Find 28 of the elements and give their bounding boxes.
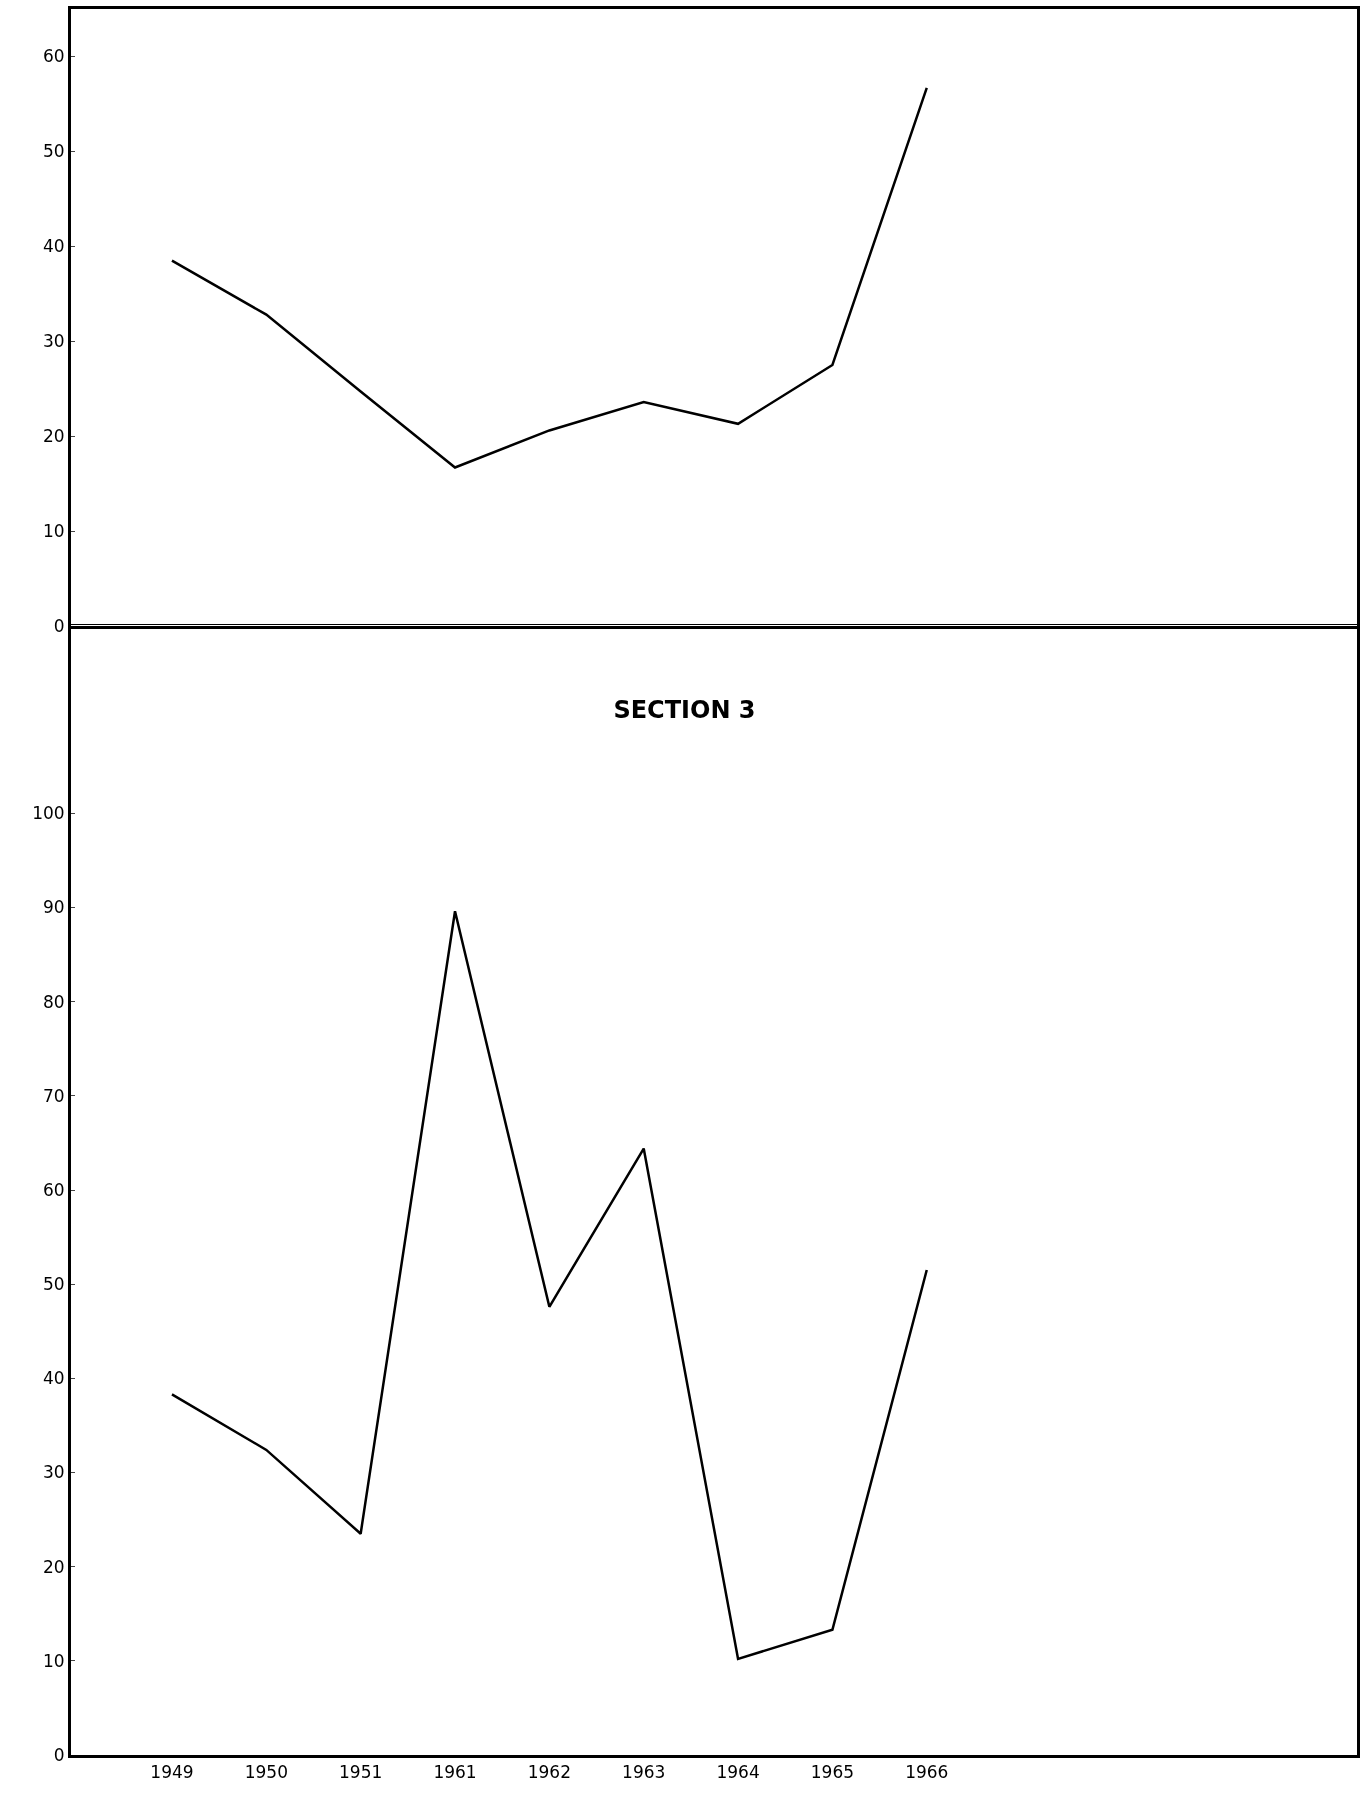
y-tick-label: 30 [42,331,65,352]
x-tick-label: 1963 [622,1762,666,1783]
y-tick-label: 100 [32,803,65,824]
x-tick-label: 1961 [433,1762,477,1783]
x-tick-label: 1964 [716,1762,760,1783]
x-tick-label: 1949 [150,1762,194,1783]
x-tick-label: 1951 [339,1762,383,1783]
x-tick-label: 1962 [527,1762,571,1783]
y-tick-label: 60 [42,1179,65,1200]
x-tick-label: 1950 [244,1762,288,1783]
y-tick-label: 30 [42,1462,65,1483]
text: SECTION 3 [613,696,756,725]
y-tick-label: 90 [42,897,65,918]
x-tick-label: 1966 [905,1762,949,1783]
x-tick-label: 1965 [810,1762,855,1783]
y-tick-label: 80 [42,991,65,1012]
y-tick-label: 40 [42,236,65,257]
y-tick-label: 40 [42,1368,65,1389]
y-tick-label: 50 [42,1274,65,1295]
y-tick-label: 50 [42,141,65,162]
y-tick-label: 20 [42,1556,65,1577]
y-tick-label: 10 [42,521,65,542]
y-tick-label: 60 [42,46,65,67]
y-tick-label: 70 [42,1085,65,1106]
y-tick-label: 0 [53,1744,65,1765]
y-tick-label: 0 [53,615,65,636]
y-tick-label: 10 [42,1650,65,1671]
y-tick-label: 20 [42,426,65,447]
